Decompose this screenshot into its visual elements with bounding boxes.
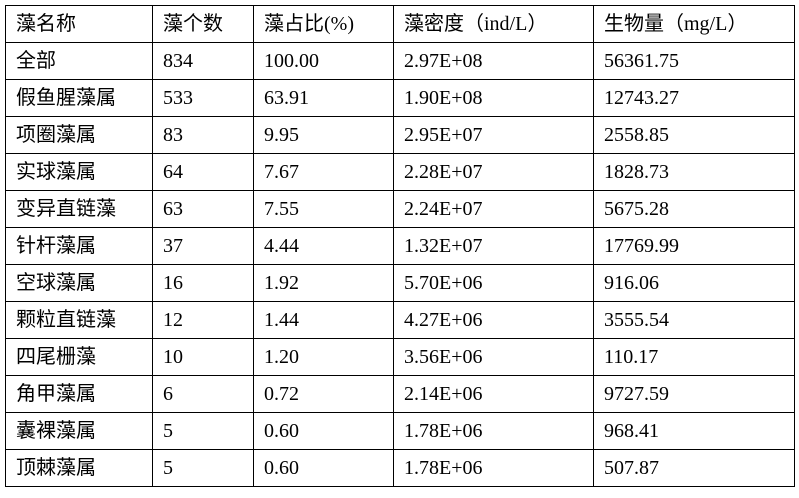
cell-col-density: 2.28E+07 (393, 153, 594, 191)
table-row: 全部 834 100.00 2.97E+08 56361.75 (5, 42, 795, 80)
cell-col-count: 37 (152, 227, 254, 265)
cell-col-biomass: 916.06 (593, 264, 795, 302)
table-row: 角甲藻属 6 0.72 2.14E+06 9727.59 (5, 375, 795, 413)
cell-col-name: 项圈藻属 (5, 116, 153, 154)
table-row: 顶棘藻属 5 0.60 1.78E+06 507.87 (5, 449, 795, 487)
table-row: 四尾栅藻 10 1.20 3.56E+06 110.17 (5, 338, 795, 376)
table-row: 变异直链藻 63 7.55 2.24E+07 5675.28 (5, 190, 795, 228)
cell-col-biomass: 968.41 (593, 412, 795, 450)
header-col-count: 藻个数 (152, 5, 254, 43)
cell-col-percent: 0.72 (253, 375, 394, 413)
table-row: 颗粒直链藻 12 1.44 4.27E+06 3555.54 (5, 301, 795, 339)
cell-col-count: 16 (152, 264, 254, 302)
cell-col-density: 1.32E+07 (393, 227, 594, 265)
cell-col-name: 实球藻属 (5, 153, 153, 191)
cell-col-percent: 0.60 (253, 449, 394, 487)
cell-col-name: 全部 (5, 42, 153, 80)
cell-col-name: 囊裸藻属 (5, 412, 153, 450)
cell-col-biomass: 12743.27 (593, 79, 795, 117)
cell-col-count: 5 (152, 449, 254, 487)
table-row: 项圈藻属 83 9.95 2.95E+07 2558.85 (5, 116, 795, 154)
cell-col-percent: 9.95 (253, 116, 394, 154)
cell-col-percent: 0.60 (253, 412, 394, 450)
cell-col-name: 角甲藻属 (5, 375, 153, 413)
header-col-percent: 藻占比(%) (253, 5, 394, 43)
cell-col-name: 颗粒直链藻 (5, 301, 153, 339)
cell-col-density: 1.78E+06 (393, 412, 594, 450)
cell-col-percent: 7.67 (253, 153, 394, 191)
table-row: 假鱼腥藻属 533 63.91 1.90E+08 12743.27 (5, 79, 795, 117)
cell-col-percent: 7.55 (253, 190, 394, 228)
cell-col-density: 2.14E+06 (393, 375, 594, 413)
cell-col-count: 12 (152, 301, 254, 339)
table-row: 囊裸藻属 5 0.60 1.78E+06 968.41 (5, 412, 795, 450)
cell-col-biomass: 5675.28 (593, 190, 795, 228)
cell-col-percent: 63.91 (253, 79, 394, 117)
algae-table: 藻名称 藻个数 藻占比(%) 藻密度（ind/L） 生物量（mg/L） 全部 834 100… (5, 5, 795, 487)
cell-col-count: 533 (152, 79, 254, 117)
cell-col-name: 针杆藻属 (5, 227, 153, 265)
cell-col-percent: 1.44 (253, 301, 394, 339)
cell-col-name: 变异直链藻 (5, 190, 153, 228)
cell-col-biomass: 9727.59 (593, 375, 795, 413)
cell-col-name: 四尾栅藻 (5, 338, 153, 376)
header-row: 藻名称 藻个数 藻占比(%) 藻密度（ind/L） 生物量（mg/L） (5, 5, 795, 43)
cell-col-density: 4.27E+06 (393, 301, 594, 339)
header-col-name: 藻名称 (5, 5, 153, 43)
cell-col-count: 64 (152, 153, 254, 191)
cell-col-biomass: 110.17 (593, 338, 795, 376)
cell-col-count: 63 (152, 190, 254, 228)
cell-col-biomass: 3555.54 (593, 301, 795, 339)
cell-col-count: 83 (152, 116, 254, 154)
header-col-biomass: 生物量（mg/L） (593, 5, 795, 43)
table-row: 空球藻属 16 1.92 5.70E+06 916.06 (5, 264, 795, 302)
cell-col-count: 834 (152, 42, 254, 80)
table-row: 实球藻属 64 7.67 2.28E+07 1828.73 (5, 153, 795, 191)
cell-col-density: 2.95E+07 (393, 116, 594, 154)
cell-col-count: 10 (152, 338, 254, 376)
table-row: 针杆藻属 37 4.44 1.32E+07 17769.99 (5, 227, 795, 265)
cell-col-percent: 4.44 (253, 227, 394, 265)
cell-col-density: 2.24E+07 (393, 190, 594, 228)
cell-col-name: 顶棘藻属 (5, 449, 153, 487)
cell-col-density: 5.70E+06 (393, 264, 594, 302)
header-col-density: 藻密度（ind/L） (393, 5, 594, 43)
cell-col-count: 5 (152, 412, 254, 450)
cell-col-percent: 100.00 (253, 42, 394, 80)
cell-col-percent: 1.92 (253, 264, 394, 302)
cell-col-density: 3.56E+06 (393, 338, 594, 376)
cell-col-biomass: 56361.75 (593, 42, 795, 80)
cell-col-biomass: 2558.85 (593, 116, 795, 154)
cell-col-biomass: 507.87 (593, 449, 795, 487)
cell-col-percent: 1.20 (253, 338, 394, 376)
cell-col-name: 空球藻属 (5, 264, 153, 302)
cell-col-count: 6 (152, 375, 254, 413)
cell-col-biomass: 1828.73 (593, 153, 795, 191)
cell-col-biomass: 17769.99 (593, 227, 795, 265)
cell-col-density: 1.90E+08 (393, 79, 594, 117)
cell-col-name: 假鱼腥藻属 (5, 79, 153, 117)
cell-col-density: 2.97E+08 (393, 42, 594, 80)
cell-col-density: 1.78E+06 (393, 449, 594, 487)
